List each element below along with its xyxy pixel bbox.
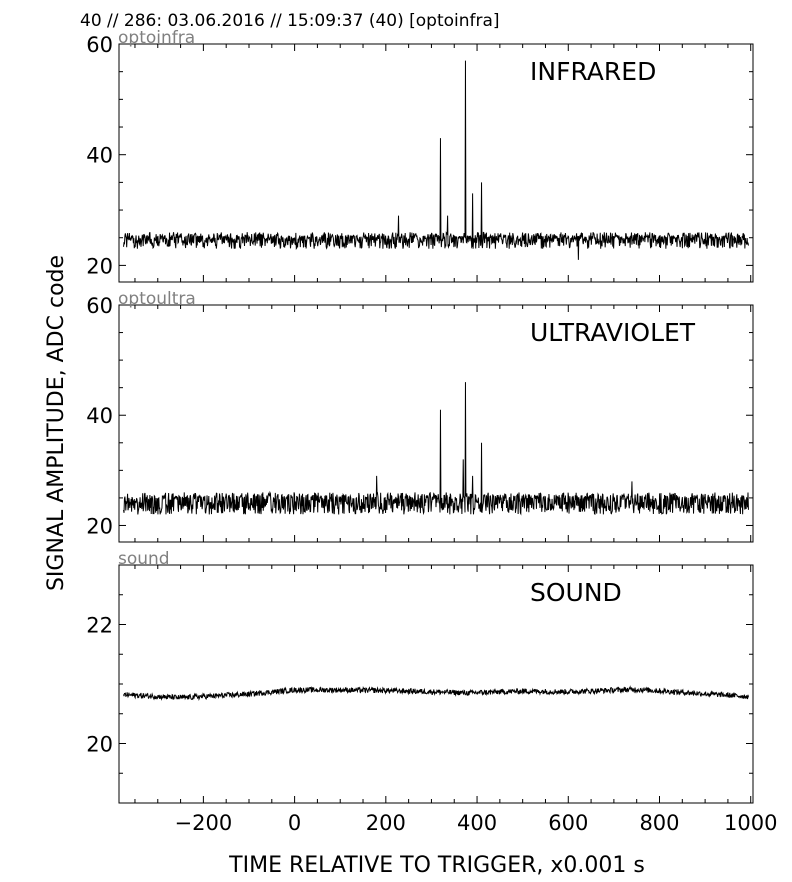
sound-frame	[118, 564, 754, 804]
optoultra-signal-line	[123, 382, 749, 516]
ultraviolet-frame	[118, 304, 754, 543]
ultraviolet-trace	[123, 382, 749, 516]
y-tick-label: 40	[86, 404, 113, 428]
x-tick-label: −200	[175, 811, 233, 835]
y-axis-label: SIGNAL AMPLITUDE, ADC code	[44, 255, 69, 591]
y-tick-label: 20	[86, 733, 113, 757]
infrared-panel: 20 40 60 optoinfra INFRARED	[86, 28, 754, 283]
x-tick-label: 400	[457, 811, 497, 835]
y-tick-label: 60	[86, 294, 113, 318]
infrared-trace	[123, 60, 749, 260]
ultraviolet-title: ULTRAVIOLET	[530, 318, 696, 347]
sound-title: SOUND	[530, 578, 622, 607]
figure-header: 40 // 286: 03.06.2016 // 15:09:37 (40) […	[80, 11, 500, 31]
y-tick-label: 20	[86, 514, 113, 538]
ultraviolet-channel-label: optoultra	[118, 289, 196, 309]
x-tick-label: 0	[288, 811, 301, 835]
x-tick-labels: −200 0 200 400 600 800 1000	[175, 811, 778, 835]
x-tick-label: 1000	[724, 811, 777, 835]
x-tick-label: 600	[548, 811, 588, 835]
optoinfra-signal-line	[123, 60, 749, 260]
y-tick-label: 60	[86, 33, 113, 57]
x-tick-label: 800	[639, 811, 679, 835]
sound-channel-label: sound	[118, 549, 170, 569]
sound-signal-line	[123, 685, 749, 701]
infrared-frame	[118, 43, 754, 283]
y-tick-label: 22	[86, 614, 113, 638]
sound-trace	[123, 685, 749, 701]
infrared-channel-label: optoinfra	[118, 28, 195, 48]
x-tick-label: 200	[366, 811, 406, 835]
y-tick-label: 20	[86, 254, 113, 278]
x-axis-label: TIME RELATIVE TO TRIGGER, x0.001 s	[228, 853, 645, 878]
infrared-title: INFRARED	[530, 57, 656, 86]
ultraviolet-panel: 20 40 60 optoultra ULTRAVIOLET	[86, 289, 754, 543]
sound-panel: 20 22 sound SOUND	[86, 549, 754, 804]
y-tick-label: 40	[86, 144, 113, 168]
